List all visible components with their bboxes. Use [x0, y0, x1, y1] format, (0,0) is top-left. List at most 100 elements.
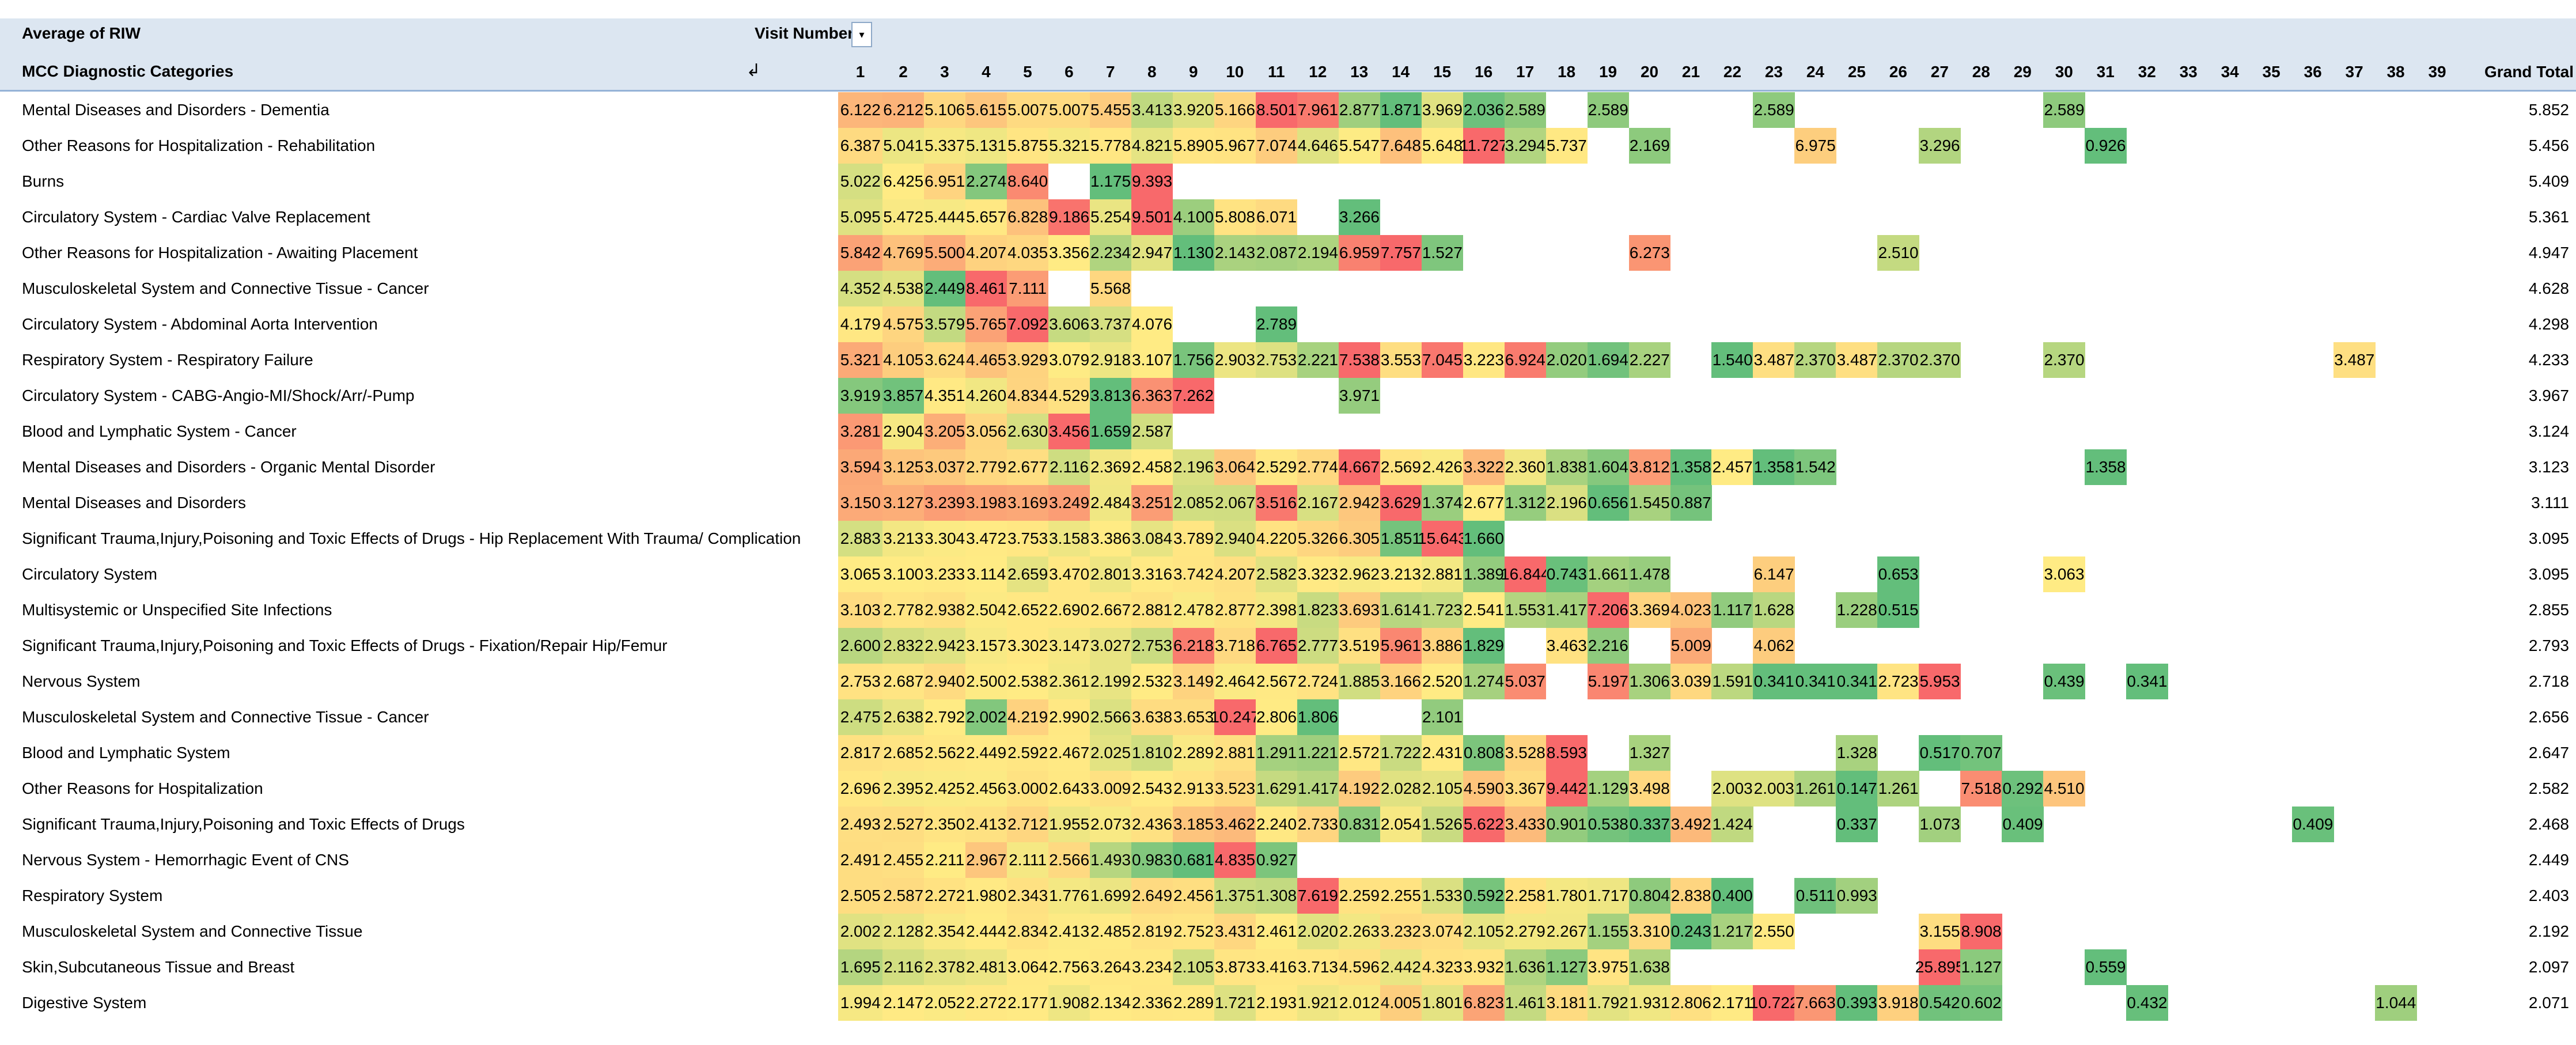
- heatmap-cell[interactable]: 6.828: [1006, 199, 1049, 235]
- heatmap-cell[interactable]: 9.393: [1131, 164, 1173, 199]
- heatmap-cell[interactable]: 3.433: [1504, 807, 1547, 842]
- heatmap-cell[interactable]: 1.695: [838, 949, 883, 985]
- heatmap-cell[interactable]: 0.743: [1545, 556, 1588, 592]
- heatmap-cell[interactable]: 1.130: [1172, 235, 1215, 271]
- heatmap-cell[interactable]: 2.272: [965, 985, 1007, 1021]
- heatmap-cell[interactable]: 2.753: [838, 664, 883, 699]
- heatmap-cell[interactable]: 1.776: [1048, 878, 1090, 914]
- heatmap-cell[interactable]: 7.074: [1255, 128, 1298, 164]
- heatmap-cell[interactable]: 3.920: [1172, 92, 1215, 128]
- row-category-label[interactable]: Skin,Subcutaneous Tissue and Breast: [22, 958, 295, 976]
- chevron-down-icon[interactable]: ▾: [851, 22, 872, 47]
- heatmap-cell[interactable]: 2.903: [1214, 342, 1256, 378]
- heatmap-cell[interactable]: 4.538: [882, 271, 925, 306]
- heatmap-cell[interactable]: 2.690: [1048, 592, 1090, 628]
- heatmap-cell[interactable]: 0.515: [1877, 592, 1919, 628]
- grand-total-value[interactable]: 2.793: [2528, 637, 2569, 654]
- heatmap-cell[interactable]: 2.938: [923, 592, 966, 628]
- heatmap-cell[interactable]: 2.456: [965, 771, 1007, 807]
- heatmap-cell[interactable]: 3.519: [1338, 628, 1381, 664]
- heatmap-cell[interactable]: 0.341: [2126, 664, 2168, 699]
- heatmap-cell[interactable]: 3.266: [1338, 199, 1381, 235]
- heatmap-cell[interactable]: 1.994: [838, 985, 883, 1021]
- heatmap-cell[interactable]: 7.619: [1297, 878, 1339, 914]
- heatmap-cell[interactable]: 2.258: [1504, 878, 1547, 914]
- heatmap-cell[interactable]: 5.842: [838, 235, 883, 271]
- heatmap-cell[interactable]: 4.179: [838, 306, 883, 342]
- heatmap-cell[interactable]: 2.500: [965, 664, 1007, 699]
- heatmap-cell[interactable]: 4.465: [965, 342, 1007, 378]
- heatmap-cell[interactable]: 2.940: [1214, 521, 1256, 556]
- heatmap-cell[interactable]: 2.569: [1380, 449, 1422, 485]
- grand-total-value[interactable]: 5.361: [2528, 208, 2569, 226]
- heatmap-cell[interactable]: 2.289: [1172, 985, 1215, 1021]
- heatmap-cell[interactable]: 1.801: [1421, 985, 1464, 1021]
- grand-total-value[interactable]: 4.233: [2528, 351, 2569, 369]
- heatmap-cell[interactable]: 2.801: [1089, 556, 1132, 592]
- heatmap-cell[interactable]: 5.131: [965, 128, 1007, 164]
- heatmap-cell[interactable]: 2.370: [1877, 342, 1919, 378]
- heatmap-cell[interactable]: 3.472: [965, 521, 1007, 556]
- row-category-label[interactable]: Significant Trauma,Injury,Poisoning and …: [22, 637, 668, 654]
- heatmap-cell[interactable]: 0.400: [1711, 878, 1753, 914]
- heatmap-cell[interactable]: 3.413: [1131, 92, 1173, 128]
- heatmap-cell[interactable]: 2.881: [1131, 592, 1173, 628]
- heatmap-cell[interactable]: 3.107: [1131, 342, 1173, 378]
- heatmap-cell[interactable]: 3.181: [1545, 985, 1588, 1021]
- heatmap-cell[interactable]: 4.220: [1255, 521, 1298, 556]
- heatmap-cell[interactable]: 9.442: [1545, 771, 1588, 807]
- heatmap-cell[interactable]: 2.652: [1006, 592, 1049, 628]
- heatmap-cell[interactable]: 1.129: [1587, 771, 1630, 807]
- heatmap-cell[interactable]: 3.064: [1006, 949, 1049, 985]
- heatmap-cell[interactable]: 2.723: [1877, 664, 1919, 699]
- heatmap-cell[interactable]: 2.777: [1297, 628, 1339, 664]
- heatmap-cell[interactable]: 4.207: [965, 235, 1007, 271]
- heatmap-cell[interactable]: 3.084: [1131, 521, 1173, 556]
- heatmap-cell[interactable]: 2.942: [923, 628, 966, 664]
- heatmap-cell[interactable]: 4.834: [1006, 378, 1049, 414]
- heatmap-cell[interactable]: 0.432: [2126, 985, 2168, 1021]
- heatmap-cell[interactable]: 2.436: [1131, 807, 1173, 842]
- heatmap-cell[interactable]: 3.463: [1545, 628, 1588, 664]
- grand-total-value[interactable]: 2.855: [2528, 601, 2569, 619]
- heatmap-cell[interactable]: 2.947: [1131, 235, 1173, 271]
- heatmap-cell[interactable]: 2.221: [1297, 342, 1339, 378]
- heatmap-cell[interactable]: 3.027: [1089, 628, 1132, 664]
- heatmap-cell[interactable]: 1.175: [1089, 164, 1132, 199]
- heatmap-cell[interactable]: 2.398: [1255, 592, 1298, 628]
- heatmap-cell[interactable]: 0.337: [1628, 807, 1670, 842]
- heatmap-cell[interactable]: 5.622: [1463, 807, 1505, 842]
- heatmap-cell[interactable]: 2.491: [838, 842, 883, 878]
- heatmap-cell[interactable]: 1.308: [1255, 878, 1298, 914]
- heatmap-cell[interactable]: 3.322: [1463, 449, 1505, 485]
- heatmap-cell[interactable]: 1.628: [1753, 592, 1795, 628]
- heatmap-cell[interactable]: 2.003: [1711, 771, 1753, 807]
- heatmap-cell[interactable]: 1.542: [1794, 449, 1836, 485]
- heatmap-cell[interactable]: 3.579: [923, 306, 966, 342]
- heatmap-cell[interactable]: 3.264: [1089, 949, 1132, 985]
- heatmap-cell[interactable]: 10.722: [1749, 985, 1799, 1021]
- heatmap-cell[interactable]: 1.417: [1297, 771, 1339, 807]
- heatmap-cell[interactable]: 2.272: [923, 878, 966, 914]
- heatmap-cell[interactable]: 1.526: [1421, 807, 1464, 842]
- heatmap-cell[interactable]: 6.951: [923, 164, 966, 199]
- heatmap-cell[interactable]: 6.218: [1172, 628, 1215, 664]
- heatmap-cell[interactable]: 3.074: [1421, 914, 1464, 949]
- heatmap-cell[interactable]: 1.358: [1670, 449, 1712, 485]
- heatmap-cell[interactable]: 4.646: [1297, 128, 1339, 164]
- heatmap-cell[interactable]: 2.457: [1711, 449, 1753, 485]
- heatmap-cell[interactable]: 0.147: [1836, 771, 1878, 807]
- row-category-label[interactable]: Blood and Lymphatic System: [22, 744, 230, 762]
- heatmap-cell[interactable]: 2.274: [965, 164, 1007, 199]
- heatmap-cell[interactable]: 2.360: [1504, 449, 1547, 485]
- row-category-label[interactable]: Circulatory System - CABG-Angio-MI/Shock…: [22, 387, 415, 404]
- heatmap-cell[interactable]: 3.079: [1048, 342, 1090, 378]
- heatmap-cell[interactable]: 2.343: [1006, 878, 1049, 914]
- heatmap-cell[interactable]: 3.789: [1172, 521, 1215, 556]
- heatmap-cell[interactable]: 1.659: [1089, 414, 1132, 449]
- heatmap-cell[interactable]: 2.527: [882, 807, 925, 842]
- heatmap-cell[interactable]: 2.426: [1421, 449, 1464, 485]
- heatmap-cell[interactable]: 1.127: [1545, 949, 1588, 985]
- heatmap-cell[interactable]: 0.927: [1255, 842, 1298, 878]
- heatmap-cell[interactable]: 2.169: [1628, 128, 1670, 164]
